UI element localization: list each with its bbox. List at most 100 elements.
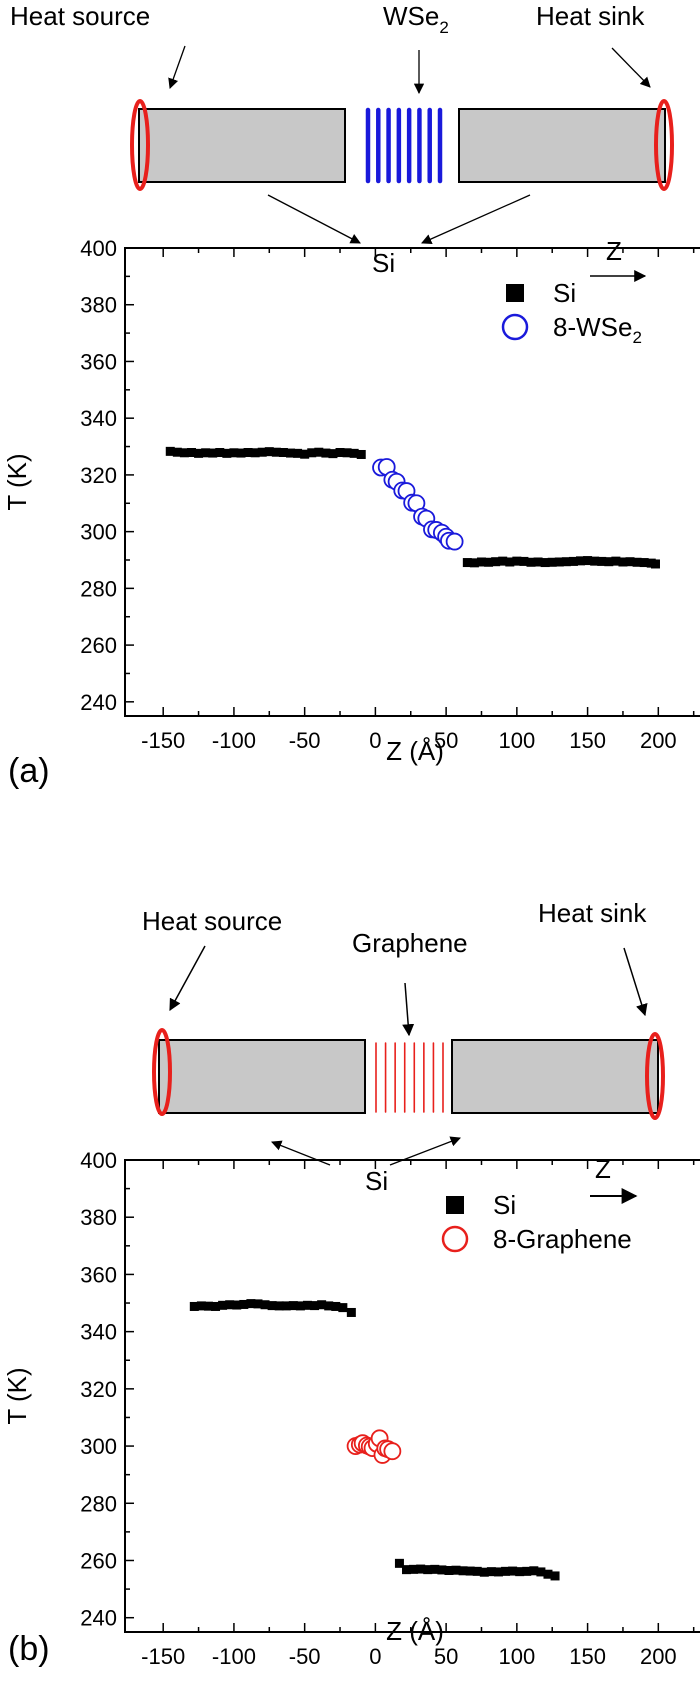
data-point-square xyxy=(208,448,218,458)
data-point-square xyxy=(288,1301,298,1311)
y-tick-label: 340 xyxy=(80,1320,117,1345)
data-point-square xyxy=(179,448,189,458)
data-point-square xyxy=(236,448,246,458)
series-si xyxy=(165,446,660,569)
y-tick-label: 320 xyxy=(80,1377,117,1402)
panel-label: (a) xyxy=(8,752,50,790)
legend-marker-circle xyxy=(441,1225,469,1253)
data-point-square xyxy=(543,1569,553,1579)
layer-label: WSe2 xyxy=(383,1,449,37)
data-point-square xyxy=(533,557,543,567)
data-point-square xyxy=(310,1301,320,1311)
data-point-square xyxy=(462,558,472,568)
data-point-square xyxy=(189,1301,199,1311)
y-tick-label: 340 xyxy=(80,406,117,431)
series-8-graphene xyxy=(346,1429,402,1464)
x-tick-label: 200 xyxy=(640,1644,677,1669)
legend-marker-circle xyxy=(501,313,529,341)
data-point-square xyxy=(451,1565,461,1575)
data-point-square xyxy=(479,1567,489,1577)
data-point-square xyxy=(257,447,267,457)
y-tick-label: 300 xyxy=(80,520,117,545)
data-point-square xyxy=(476,557,486,567)
data-point-square xyxy=(286,448,296,458)
data-point-square xyxy=(625,557,635,567)
legend-name: Si xyxy=(553,278,576,308)
data-point-circle xyxy=(445,532,464,551)
heat-source-arrow xyxy=(169,945,206,1012)
heat-sink-arrow xyxy=(611,47,651,88)
data-point-square xyxy=(611,556,621,566)
z-label: Z xyxy=(606,236,622,266)
data-point-square xyxy=(554,557,564,567)
schematic-b: Heat source Graphene Heat sink Si Z xyxy=(142,898,665,1204)
data-point-square xyxy=(186,448,196,458)
x-tick-label: 100 xyxy=(498,728,535,753)
y-tick-label: 320 xyxy=(80,463,117,488)
chart-a: -150 -100 -50 0 50 100 150 200 240 260 280 300 320 34… xyxy=(2,236,700,790)
data-point-square xyxy=(618,557,628,567)
data-point-square xyxy=(302,1300,312,1310)
legend-label: Si xyxy=(493,1190,516,1220)
graphene-layers xyxy=(375,1042,444,1113)
data-point-square xyxy=(583,556,593,566)
data-point-square xyxy=(650,559,660,569)
plot-frame xyxy=(124,247,700,717)
x-tick-label: 100 xyxy=(498,1644,535,1669)
data-point-square xyxy=(281,1301,291,1311)
data-point-square xyxy=(632,557,642,567)
y-tick-label: 360 xyxy=(80,349,117,374)
data-point-square xyxy=(472,1566,482,1576)
data-point-square xyxy=(508,1566,518,1576)
data-point-square xyxy=(165,446,175,456)
data-point-square xyxy=(172,447,182,457)
data-point-square xyxy=(498,556,508,566)
data-point-square xyxy=(430,1564,440,1574)
data-point-square xyxy=(561,557,571,567)
data-point-square xyxy=(536,1567,546,1577)
x-tick-label: 150 xyxy=(569,728,606,753)
si-label: Si xyxy=(365,1166,388,1196)
data-point-square xyxy=(505,557,515,567)
si-arrow-left xyxy=(271,1140,331,1166)
legend-marker-square xyxy=(506,284,524,302)
data-point-square xyxy=(246,1299,256,1309)
data-point-square xyxy=(349,448,359,458)
z-label: Z xyxy=(595,1154,611,1184)
y-tick-label: 380 xyxy=(80,293,117,318)
heat-source-arrow xyxy=(168,45,186,89)
data-point-square xyxy=(201,448,211,458)
y-tick-label: 380 xyxy=(80,1205,117,1230)
legend-name: 8-WSe xyxy=(553,312,632,342)
data-point-square xyxy=(300,449,310,459)
y-tick-label: 240 xyxy=(80,690,117,715)
data-point-square xyxy=(338,1303,348,1313)
heat-source-ring xyxy=(152,1028,172,1116)
data-point-square xyxy=(335,448,345,458)
legend-subscript: 2 xyxy=(632,328,641,347)
data-point-square xyxy=(639,558,649,568)
data-point-square xyxy=(342,448,352,458)
si-bar-left xyxy=(158,1039,366,1114)
x-tick-label: 200 xyxy=(640,728,677,753)
y-tick-label: 260 xyxy=(80,633,117,658)
x-tick-label: -100 xyxy=(212,728,256,753)
data-point-square xyxy=(526,557,536,567)
data-point-square xyxy=(253,1299,263,1309)
y-tick-label: 280 xyxy=(80,1491,117,1516)
legend-label: 8-WSe2 xyxy=(553,312,642,347)
data-point-square xyxy=(568,556,578,566)
si-arrow-right xyxy=(421,194,531,244)
x-tick-label: 0 xyxy=(369,1644,381,1669)
y-tick-label: 400 xyxy=(80,1148,117,1173)
data-point-square xyxy=(512,556,522,566)
heat-source-ring xyxy=(130,99,150,191)
data-point-square xyxy=(458,1566,468,1576)
data-point-square xyxy=(522,1566,532,1576)
plot-frame xyxy=(124,1159,700,1633)
heat-sink-ring xyxy=(654,99,674,191)
series-si xyxy=(189,1299,560,1581)
heat-sink-label: Heat sink xyxy=(536,1,645,31)
x-axis-label: Z (Å) xyxy=(386,1616,444,1646)
